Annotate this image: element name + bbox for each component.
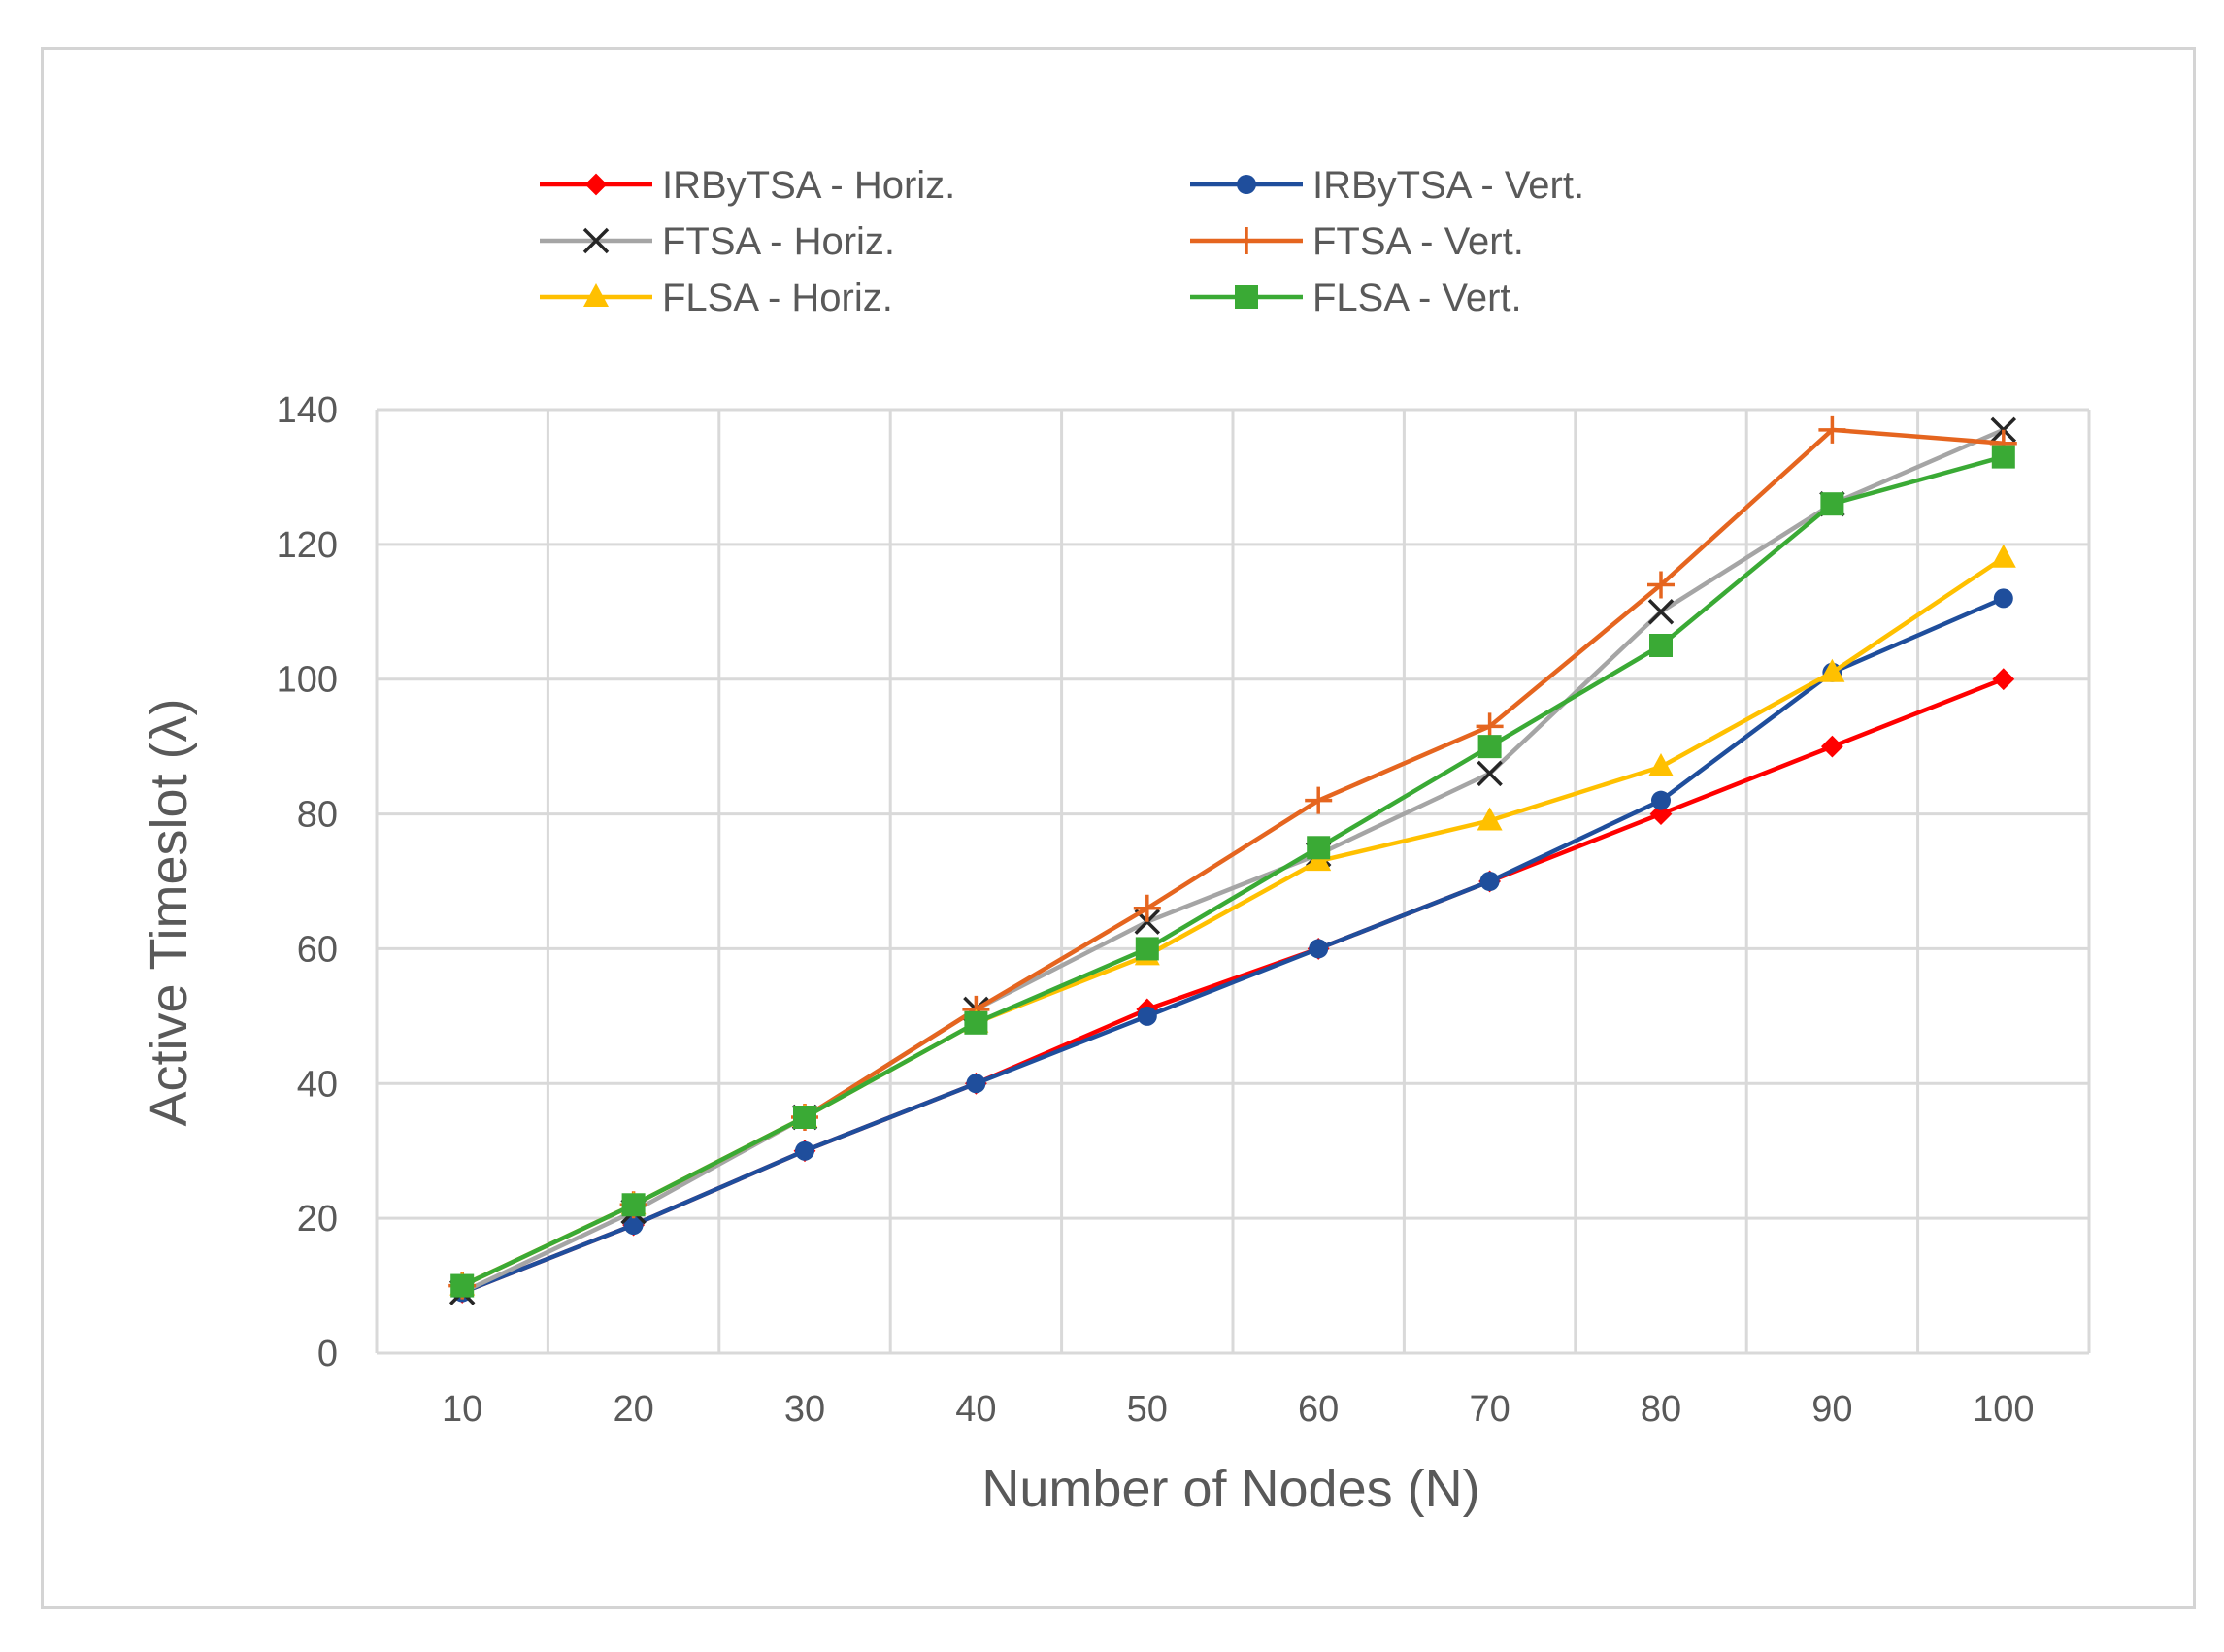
legend-marker <box>583 283 609 307</box>
legend-label: FTSA - Horiz. <box>662 220 895 263</box>
legend-item: IRByTSA - Vert. <box>1190 164 1584 207</box>
data-point <box>1649 634 1673 657</box>
data-point <box>450 1273 475 1298</box>
data-point <box>1820 735 1843 758</box>
x-tick-label: 40 <box>955 1389 996 1430</box>
y-axis-ticks: 0 20 40 60 80 100 120 140 <box>277 390 338 1374</box>
data-point <box>1990 544 2016 568</box>
x-tick-label: 90 <box>1811 1389 1852 1430</box>
legend-label: FLSA - Vert. <box>1312 277 1522 319</box>
chart-frame <box>41 47 2196 1609</box>
x-tick-label: 10 <box>442 1389 482 1430</box>
data-point <box>1649 803 1673 825</box>
data-point <box>1133 894 1161 922</box>
data-point <box>1648 752 1674 776</box>
data-point <box>623 1215 644 1236</box>
y-tick-label: 60 <box>297 929 338 970</box>
legend-item: FTSA - Vert. <box>1190 220 1524 263</box>
data-point <box>1991 445 2015 469</box>
legend-marker <box>582 227 610 254</box>
data-point <box>795 1140 814 1161</box>
x-axis-title: Number of Nodes (N) <box>981 1460 1479 1518</box>
legend-label: IRByTSA - Vert. <box>1312 164 1584 207</box>
data-point <box>1309 939 1329 959</box>
legend-label: FTSA - Vert. <box>1312 220 1524 263</box>
data-point <box>1305 786 1333 814</box>
series-line <box>461 454 2005 1288</box>
y-axis-title: Active Timeslot (λ) <box>140 698 198 1126</box>
series-line <box>461 427 2005 1295</box>
data-point <box>1992 668 2015 691</box>
data-point <box>1135 937 1159 961</box>
data-point <box>1477 760 1503 787</box>
legend-label: IRByTSA - Horiz. <box>662 164 955 207</box>
x-tick-label: 50 <box>1127 1389 1168 1430</box>
legend-item: IRByTSA - Horiz. <box>540 164 955 207</box>
y-tick-label: 100 <box>277 660 338 701</box>
data-point <box>1137 1006 1157 1026</box>
legend-label: FLSA - Horiz. <box>662 277 893 319</box>
data-point <box>1819 658 1845 682</box>
series-line <box>461 596 2005 1295</box>
data-point <box>1477 735 1502 759</box>
legend-marker <box>1235 285 1258 309</box>
x-tick-label: 100 <box>1973 1389 2034 1430</box>
data-point <box>1993 588 2013 609</box>
legend-marker <box>584 173 608 196</box>
data-point <box>1820 492 1844 516</box>
series-group <box>448 415 2017 1305</box>
legend: IRByTSA - Horiz. IRByTSA - Vert. FTSA - Ho… <box>540 164 1584 319</box>
data-point <box>964 1010 988 1035</box>
x-tick-label: 80 <box>1641 1389 1681 1430</box>
data-point <box>1477 807 1503 831</box>
legend-marker <box>1237 175 1256 194</box>
data-point <box>1818 415 1846 444</box>
x-tick-label: 30 <box>784 1389 825 1430</box>
data-point <box>793 1106 816 1129</box>
y-tick-label: 140 <box>277 390 338 431</box>
x-tick-label: 60 <box>1298 1389 1339 1430</box>
x-axis-ticks: 10 20 30 40 50 60 70 80 90 100 <box>442 1389 2034 1430</box>
legend-marker <box>1233 227 1260 254</box>
y-tick-label: 0 <box>317 1334 338 1374</box>
x-tick-label: 20 <box>613 1389 653 1430</box>
data-point <box>1651 790 1671 810</box>
legend-item: FLSA - Horiz. <box>540 277 893 319</box>
data-point <box>966 1074 986 1094</box>
series-irbytsa-vert <box>452 588 2013 1303</box>
y-tick-label: 40 <box>297 1064 338 1105</box>
legend-item: FTSA - Horiz. <box>540 220 895 263</box>
y-tick-label: 80 <box>297 795 338 836</box>
y-tick-label: 120 <box>277 525 338 566</box>
data-point <box>1647 571 1675 599</box>
data-point <box>1647 599 1675 625</box>
series-flsa-vert <box>450 445 2015 1298</box>
grid-lines <box>375 408 2091 1355</box>
data-point <box>621 1193 646 1217</box>
data-point <box>1479 872 1500 891</box>
y-tick-label: 20 <box>297 1199 338 1239</box>
data-point <box>1307 836 1331 860</box>
legend-item: FLSA - Vert. <box>1190 277 1522 319</box>
x-tick-label: 70 <box>1469 1389 1510 1430</box>
